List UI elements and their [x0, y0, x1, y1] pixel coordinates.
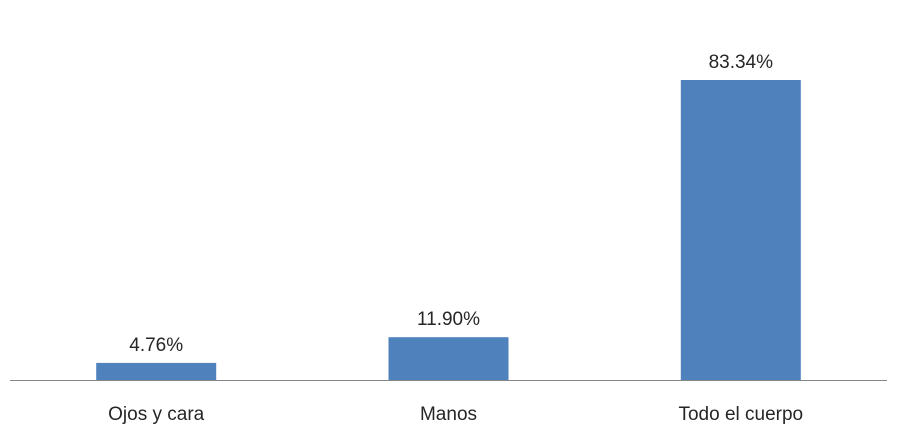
data-label-2: 83.34% [709, 52, 774, 73]
x-tick-label-0: Ojos y cara [108, 404, 205, 425]
x-tick-label-1: Manos [420, 404, 477, 425]
bars-group [96, 80, 801, 380]
data-labels-group: 4.76% 11.90% 83.34% [129, 52, 773, 356]
data-label-0: 4.76% [129, 335, 183, 356]
bar-2 [680, 80, 801, 380]
x-tick-label-2: Todo el cuerpo [678, 404, 803, 425]
bar-0 [96, 362, 217, 380]
x-tick-labels-group: Ojos y cara Manos Todo el cuerpo [108, 404, 803, 425]
bar-1 [388, 337, 509, 380]
data-label-1: 11.90% [417, 309, 480, 330]
